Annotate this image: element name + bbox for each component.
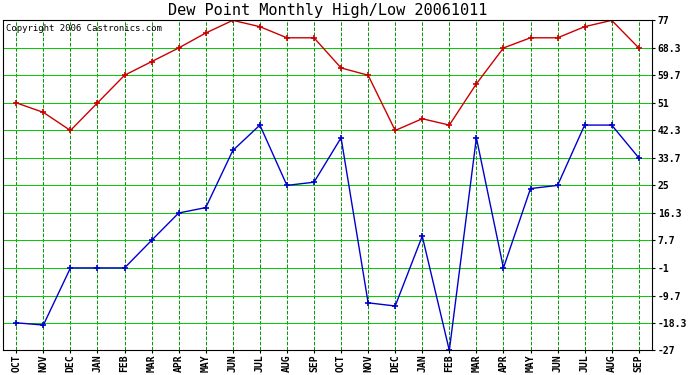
Title: Dew Point Monthly High/Low 20061011: Dew Point Monthly High/Low 20061011 [168,3,487,18]
Text: Copyright 2006 Castronics.com: Copyright 2006 Castronics.com [6,24,162,33]
